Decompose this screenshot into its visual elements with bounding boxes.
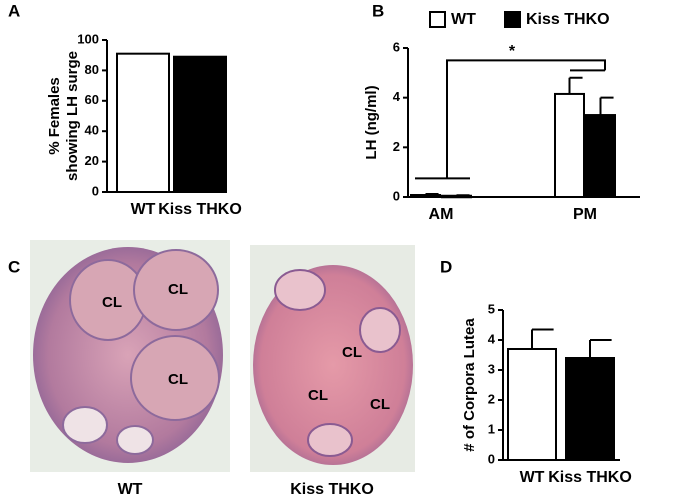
image-caption: Kiss THKO xyxy=(290,481,374,498)
y-tick-label: 0 xyxy=(488,451,495,466)
histology-kiss-thko xyxy=(250,245,415,472)
x-tick-label: Kiss THKO xyxy=(158,201,242,218)
y-tick-label: 4 xyxy=(393,89,401,104)
y-axis-label: % Females xyxy=(46,77,63,155)
panel-label: C xyxy=(8,257,20,276)
y-tick-label: 2 xyxy=(393,139,400,154)
error-bar xyxy=(568,76,583,94)
error-bar xyxy=(599,96,614,116)
y-tick-label: 4 xyxy=(488,331,496,346)
error-bar xyxy=(531,328,554,349)
y-tick-label: 2 xyxy=(488,391,495,406)
bar xyxy=(565,357,615,461)
bar xyxy=(410,194,441,199)
y-axis-label: showing LH surge xyxy=(64,51,81,181)
bar xyxy=(507,348,557,461)
y-tick-label: 6 xyxy=(393,39,400,54)
x-tick-label: WT xyxy=(131,201,156,218)
x-tick-label: PM xyxy=(573,206,597,223)
y-tick-label: 20 xyxy=(85,153,99,168)
significance-bracket xyxy=(415,59,606,180)
legend-label: Kiss THKO xyxy=(526,11,610,28)
bar xyxy=(441,194,472,199)
annotation: * xyxy=(509,43,516,60)
bar xyxy=(554,92,585,198)
x-tick-label: AM xyxy=(429,206,454,223)
y-tick-label: 1 xyxy=(488,421,495,436)
bar xyxy=(173,55,227,193)
y-tick-label: 60 xyxy=(85,92,99,107)
y-tick-label: 80 xyxy=(85,62,99,77)
bar xyxy=(585,114,616,198)
legend-swatch xyxy=(504,11,521,28)
legend-label: WT xyxy=(451,11,476,28)
panel-label: B xyxy=(372,1,384,20)
x-tick-label: Kiss THKO xyxy=(548,469,632,486)
y-axis-label: # of Corpora Lutea xyxy=(461,318,478,452)
y-axis-label: LH (ng/ml) xyxy=(363,85,380,159)
region-label: CL xyxy=(342,344,362,361)
legend-swatch xyxy=(429,11,446,28)
image-caption: WT xyxy=(118,481,143,498)
region-label: CL xyxy=(370,396,390,413)
panel-label: A xyxy=(8,1,20,20)
y-tick-label: 3 xyxy=(488,361,495,376)
y-tick-label: 0 xyxy=(92,183,99,198)
y-tick-label: 0 xyxy=(393,188,400,203)
x-tick-label: WT xyxy=(520,469,545,486)
histology-wt xyxy=(30,240,230,472)
region-label: CL xyxy=(102,294,122,311)
panel-label: D xyxy=(440,257,452,276)
region-label: CL xyxy=(308,387,328,404)
y-tick-label: 100 xyxy=(77,31,99,46)
y-tick-label: 40 xyxy=(85,123,99,138)
error-bar xyxy=(589,339,612,358)
region-label: CL xyxy=(168,371,188,388)
bar xyxy=(116,52,170,194)
region-label: CL xyxy=(168,281,188,298)
y-tick-label: 5 xyxy=(488,301,495,316)
